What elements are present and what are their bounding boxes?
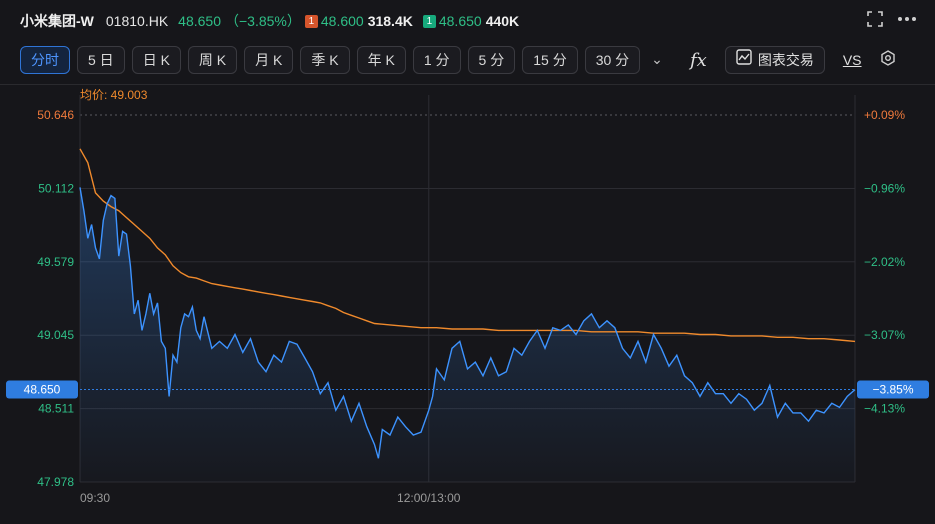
average-price-line [79,148,856,343]
tab-intraday[interactable]: 分时 [20,46,70,74]
ask-level-badge: 1 [304,14,318,28]
tab-30min[interactable]: 30 分 [584,46,641,74]
time-axis: 09:30 12:00/13:00 [80,491,461,505]
tab-monthly-k[interactable]: 月 K [244,46,294,74]
price-axis: 50.646 50.112 49.579 49.045 48.511 47.978 [37,108,74,489]
current-percent-tag: −3.85% [857,380,929,399]
tab-daily-k[interactable]: 日 K [131,46,181,74]
tab-5min[interactable]: 5 分 [467,46,516,74]
header-divider [0,84,935,85]
price-tick-label: 49.045 [37,328,74,342]
intraday-chart[interactable]: 均价: 49.003 50.646 50.112 49.579 49.045 48.51… [0,85,935,524]
period-tabs: 分时 5 日 日 K 周 K 月 K 季 K 年 K 1 分 5 分 15 分 … [20,46,667,74]
percent-tick-label: −3.07% [864,328,905,342]
tab-yearly-k[interactable]: 年 K [356,46,406,74]
stock-code: 01810.HK [105,13,169,29]
time-tick-label: 12:00/13:00 [397,491,461,505]
price-tick-label: 48.511 [38,402,74,416]
chart-trade-label: 图表交易 [757,52,814,68]
ticker-info: 小米集团-W 01810.HK 48.650 （−3.85%） 1 48.600… [20,11,529,31]
tab-1min[interactable]: 1 分 [412,46,461,74]
fullscreen-icon[interactable] [867,11,883,32]
tab-15min[interactable]: 15 分 [522,46,578,74]
price-tick-label: 50.646 [37,108,74,122]
avg-price-label: 均价: 49.003 [80,88,148,102]
percent-tick-label: +0.09% [864,108,905,122]
chart-tools: fx 图表交易 VS [690,46,896,74]
bid-price: 48.650 [438,13,482,29]
bid-volume: 440K [485,13,520,29]
ask-volume: 318.4K [367,13,413,29]
price-tick-label: 50.112 [38,181,74,195]
last-price: 48.650 [178,13,221,29]
more-icon[interactable] [897,11,917,32]
compare-vs-button[interactable]: VS [842,52,862,68]
tab-quarterly-k[interactable]: 季 K [300,46,350,74]
indicator-fx-icon[interactable]: fx [690,49,707,71]
chart-trade-button[interactable]: 图表交易 [724,46,825,74]
price-change: （−3.85%） [225,13,301,29]
chart-trade-icon [736,47,752,73]
price-tick-label: 49.579 [37,255,74,269]
percent-axis: +0.09% −0.96% −2.02% −3.07% −4.13% [864,108,905,416]
current-percent-tag-label: −3.85% [872,383,913,397]
time-tick-label: 09:30 [80,491,110,505]
current-price-tag: 48.650 [6,380,78,399]
price-area-fill [80,187,855,482]
percent-tick-label: −0.96% [864,181,905,195]
price-line [79,187,856,459]
current-price-tag-label: 48.650 [24,383,61,397]
tab-weekly-k[interactable]: 周 K [187,46,238,74]
percent-tick-label: −2.02% [864,255,905,269]
chevron-down-icon[interactable]: ⌄ [651,51,663,67]
price-tick-label: 47.978 [37,475,74,489]
bid-level-badge: 1 [422,14,436,28]
quote-header: 小米集团-W 01810.HK 48.650 （−3.85%） 1 48.600… [0,0,935,38]
stock-name: 小米集团-W [20,13,94,29]
percent-tick-label: −4.13% [864,402,905,416]
settings-gear-icon[interactable] [880,49,896,71]
header-actions [867,11,917,32]
ask-price: 48.600 [320,13,364,29]
tab-5day[interactable]: 5 日 [77,46,125,74]
